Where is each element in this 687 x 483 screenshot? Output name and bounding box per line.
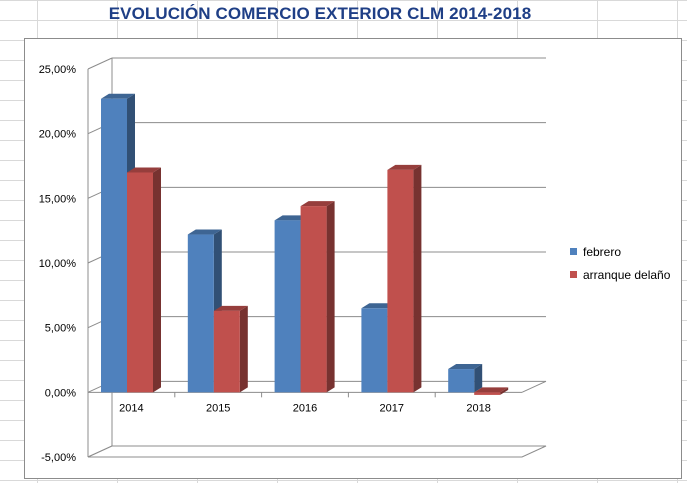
bar-top [448, 364, 483, 370]
x-tick-label: 2015 [206, 402, 230, 414]
bar-top [101, 93, 135, 99]
chart-legend[interactable]: febrero arranque delaño [570, 240, 670, 286]
x-tick-label: 2016 [293, 402, 317, 414]
bar-side [326, 201, 335, 393]
bar-side [239, 305, 248, 393]
bar-top [474, 387, 509, 393]
bar-top [300, 201, 335, 207]
chart-title: EVOLUCIÓN COMERCIO EXTERIOR CLM 2014-201… [108, 4, 532, 23]
gridline-side [87, 57, 113, 70]
bar [387, 169, 414, 393]
bar-top [361, 303, 396, 309]
chart-floor [87, 445, 547, 458]
x-tick-label: 2018 [466, 402, 490, 414]
bar-side [474, 364, 483, 393]
bar-side [153, 167, 161, 393]
bar-top [387, 164, 422, 170]
bar [274, 220, 301, 393]
bar-side [500, 387, 509, 395]
x-tick-label: 2014 [119, 402, 143, 414]
legend-swatch-arranque [570, 271, 577, 278]
bar [474, 392, 501, 395]
y-tick-label: -5,00% [41, 452, 76, 464]
legend-swatch-febrero [570, 248, 577, 255]
legend-label-febrero: febrero [583, 244, 622, 259]
bar-side [413, 164, 422, 393]
legend-item-febrero: febrero [570, 240, 670, 263]
y-tick-label: 10,00% [39, 258, 77, 270]
bar [187, 234, 214, 393]
x-tick-label: 2017 [380, 402, 404, 414]
y-tick-label: 15,00% [39, 193, 77, 205]
bar [300, 206, 327, 393]
x-axis-depth [521, 380, 547, 393]
bar-top [127, 167, 161, 173]
y-tick-label: 20,00% [39, 129, 77, 141]
bar [361, 308, 388, 393]
bar-top [213, 305, 248, 311]
y-tick-label: 25,00% [39, 64, 77, 76]
legend-item-arranque: arranque delaño [570, 263, 670, 286]
bar [213, 310, 240, 393]
bar-top [187, 229, 222, 235]
bar [101, 98, 127, 393]
legend-label-arranque: arranque delaño [583, 267, 671, 282]
y-tick-label: 0,00% [45, 387, 76, 399]
y-tick-label: 5,00% [45, 323, 76, 335]
bar [127, 172, 153, 393]
bar [448, 369, 475, 393]
bar-top [274, 215, 309, 221]
